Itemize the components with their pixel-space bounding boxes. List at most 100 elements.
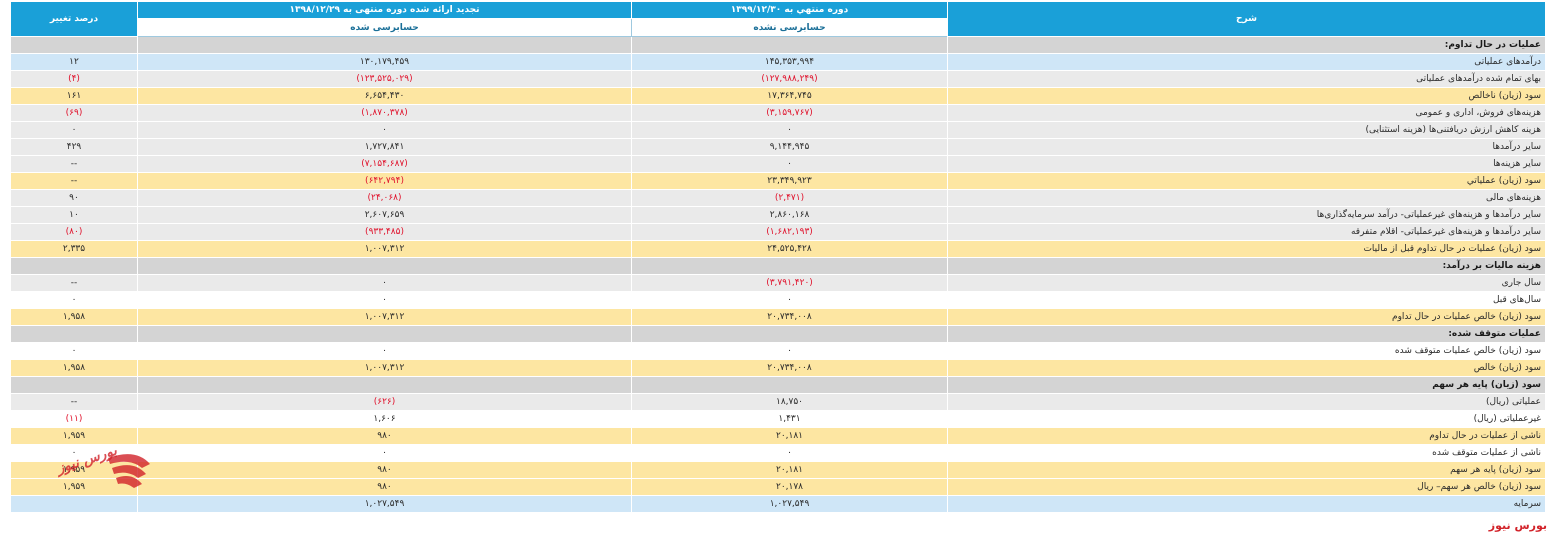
row-value-restated: ۶,۶۵۴,۴۳۰ bbox=[137, 87, 632, 105]
table-row: سود (زیان) خالص عملیات متوقف شده ۰ ۰ ۰ bbox=[10, 342, 1546, 360]
table-row: درآمدهای عملیاتی ۱۴۵,۳۵۳,۹۹۴ ۱۳۰,۱۷۹,۴۵۹ ۱۲ bbox=[10, 53, 1546, 71]
row-change-percent bbox=[10, 36, 138, 54]
table-row: عملیاتی (ریال) ۱۸,۷۵۰ (۶۲۶) -- bbox=[10, 393, 1546, 411]
row-value-restated: ۲,۶۰۷,۶۵۹ bbox=[137, 206, 632, 224]
row-value-restated: ۱,۶۰۶ bbox=[137, 410, 632, 428]
row-value-restated: ۰ bbox=[137, 342, 632, 360]
row-value-current: ۰ bbox=[631, 121, 948, 139]
header-description[interactable]: شرح bbox=[947, 1, 1546, 37]
row-value-restated: ۱,۰۰۷,۳۱۲ bbox=[137, 308, 632, 326]
table-row: ناشی از عملیات متوقف شده ۰ ۰ ۰ bbox=[10, 444, 1546, 462]
row-change-percent: -- bbox=[10, 274, 138, 292]
row-description: سایر درآمدها و هزینه‌های غیرعملیاتی- درآ… bbox=[947, 206, 1546, 224]
row-value-current: (۳,۱۵۹,۷۶۷) bbox=[631, 104, 948, 122]
header-period-restated[interactable]: تجدید ارائه شده دوره منتهی به ۱۳۹۸/۱۲/۲۹ bbox=[137, 1, 632, 19]
row-value-current: ۱۴۵,۳۵۳,۹۹۴ bbox=[631, 53, 948, 71]
row-change-percent: ۹۰ bbox=[10, 189, 138, 207]
row-description: سود (زیان) خالص عملیات متوقف شده bbox=[947, 342, 1546, 360]
row-change-percent: ۰ bbox=[10, 444, 138, 462]
row-change-percent: -- bbox=[10, 172, 138, 190]
row-description: سایر درآمدها bbox=[947, 138, 1546, 156]
row-value-restated: ۰ bbox=[137, 444, 632, 462]
row-value-restated: ۱,۰۲۷,۵۴۹ bbox=[137, 495, 632, 513]
row-change-percent: (۴) bbox=[10, 70, 138, 88]
row-description: سود (زیان) پایه هر سهم bbox=[947, 461, 1546, 479]
row-value-current: ۲۰,۷۳۴,۰۰۸ bbox=[631, 308, 948, 326]
row-description: غیرعملیاتی (ریال) bbox=[947, 410, 1546, 428]
table-row: سال جاری (۳,۷۹۱,۴۲۰) ۰ -- bbox=[10, 274, 1546, 292]
row-description: عملیات متوقف شده: bbox=[947, 325, 1546, 343]
row-value-restated bbox=[137, 376, 632, 394]
row-description: سال جاری bbox=[947, 274, 1546, 292]
row-value-restated: ۹۸۰ bbox=[137, 427, 632, 445]
row-description: سود (زیان) عملیاتي bbox=[947, 172, 1546, 190]
row-change-percent: ۱,۹۵۸ bbox=[10, 359, 138, 377]
income-statement-table: شرح دوره منتهي به ۱۳۹۹/۱۲/۳۰ تجدید ارائه… bbox=[10, 1, 1546, 513]
row-change-percent bbox=[10, 257, 138, 275]
table-row: ناشی از عملیات در حال تداوم ۲۰,۱۸۱ ۹۸۰ ۱,۹۵… bbox=[10, 427, 1546, 445]
row-description: سود (زیان) پایه هر سهم bbox=[947, 376, 1546, 394]
row-value-current bbox=[631, 36, 948, 54]
header-audit-current: حسابرسی نشده bbox=[631, 18, 948, 37]
row-description: بهای تمام شده درآمدهای عملیاتی bbox=[947, 70, 1546, 88]
table-row: سال‌های قبل ۰ ۰ ۰ bbox=[10, 291, 1546, 309]
row-value-restated: ۱,۰۰۷,۳۱۲ bbox=[137, 240, 632, 258]
row-change-percent: (۸۰) bbox=[10, 223, 138, 241]
row-value-restated: (۶۲۶) bbox=[137, 393, 632, 411]
table-row: سود (زیان) خالص ۲۰,۷۳۴,۰۰۸ ۱,۰۰۷,۳۱۲ ۱,۹۵۸ bbox=[10, 359, 1546, 377]
row-value-current: ۱,۴۳۱ bbox=[631, 410, 948, 428]
row-description: سود (زیان) خالص bbox=[947, 359, 1546, 377]
table-row: غیرعملیاتی (ریال) ۱,۴۳۱ ۱,۶۰۶ (۱۱) bbox=[10, 410, 1546, 428]
section-row: عملیات در حال تداوم: bbox=[10, 36, 1546, 54]
row-value-current: (۱,۶۸۲,۱۹۳) bbox=[631, 223, 948, 241]
row-value-restated: ۹۸۰ bbox=[137, 461, 632, 479]
row-description: عملیاتی (ریال) bbox=[947, 393, 1546, 411]
row-value-current: (۳,۷۹۱,۴۲۰) bbox=[631, 274, 948, 292]
row-value-current: ۰ bbox=[631, 155, 948, 173]
section-row: هزینه مالیات بر درآمد: bbox=[10, 257, 1546, 275]
brand-footer[interactable]: بورس نیوز bbox=[1488, 519, 1547, 532]
row-change-percent: ۱۲ bbox=[10, 53, 138, 71]
row-change-percent: (۶۹) bbox=[10, 104, 138, 122]
row-value-current: ۲۰,۱۸۱ bbox=[631, 427, 948, 445]
row-value-current bbox=[631, 325, 948, 343]
table-row: سود (زیان) ناخالص ۱۷,۳۶۴,۷۴۵ ۶,۶۵۴,۴۳۰ ۱۶۱ bbox=[10, 87, 1546, 105]
row-value-restated: ۱۳۰,۱۷۹,۴۵۹ bbox=[137, 53, 632, 71]
row-change-percent: (۱۱) bbox=[10, 410, 138, 428]
table-row: سایر درآمدها ۹,۱۴۴,۹۴۵ ۱,۷۲۷,۸۴۱ ۴۲۹ bbox=[10, 138, 1546, 156]
header-change-percent[interactable]: درصد تغییر bbox=[10, 1, 138, 37]
row-value-restated: (۷,۱۵۴,۶۸۷) bbox=[137, 155, 632, 173]
row-description: هزینه مالیات بر درآمد: bbox=[947, 257, 1546, 275]
table-body: عملیات در حال تداوم: درآمدهای عملیاتی ۱۴۵,… bbox=[10, 36, 1546, 513]
header-audit-restated: حسابرسی شده bbox=[137, 18, 632, 37]
row-value-current: ۱۸,۷۵۰ bbox=[631, 393, 948, 411]
row-description: سود (زیان) عملیات در حال تداوم قبل از ما… bbox=[947, 240, 1546, 258]
row-value-current: (۲,۴۷۱) bbox=[631, 189, 948, 207]
row-description: سال‌های قبل bbox=[947, 291, 1546, 309]
watermark-logo-icon bbox=[108, 454, 150, 488]
financial-statement: شرح دوره منتهي به ۱۳۹۹/۱۲/۳۰ تجدید ارائه… bbox=[10, 1, 1546, 513]
row-change-percent: ۱,۹۵۹ bbox=[10, 427, 138, 445]
row-value-restated: ۱,۰۰۷,۳۱۲ bbox=[137, 359, 632, 377]
row-value-restated: (۱,۸۷۰,۳۷۸) bbox=[137, 104, 632, 122]
header-period-current[interactable]: دوره منتهي به ۱۳۹۹/۱۲/۳۰ bbox=[631, 1, 948, 19]
table-row: بهای تمام شده درآمدهای عملیاتی (۱۲۷,۹۸۸,۲… bbox=[10, 70, 1546, 88]
section-row: عملیات متوقف شده: bbox=[10, 325, 1546, 343]
row-change-percent: ۲,۳۳۵ bbox=[10, 240, 138, 258]
row-value-current: (۱۲۷,۹۸۸,۲۴۹) bbox=[631, 70, 948, 88]
row-change-percent bbox=[10, 495, 138, 513]
row-value-restated bbox=[137, 325, 632, 343]
row-description: هزینه‌های مالی bbox=[947, 189, 1546, 207]
row-value-current: ۰ bbox=[631, 342, 948, 360]
row-description: سود (زیان) خالص هر سهم– ریال bbox=[947, 478, 1546, 496]
row-description: هزینه‌های فروش، اداری و عمومی bbox=[947, 104, 1546, 122]
row-description: سود (زیان) ناخالص bbox=[947, 87, 1546, 105]
table-row: سود (زیان) عملیات در حال تداوم قبل از ما… bbox=[10, 240, 1546, 258]
row-value-restated: (۶۴۲,۷۹۴) bbox=[137, 172, 632, 190]
row-value-current bbox=[631, 257, 948, 275]
table-row: سود (زیان) عملیاتي ۲۳,۳۴۹,۹۲۳ (۶۴۲,۷۹۴) -- bbox=[10, 172, 1546, 190]
row-description: ناشی از عملیات در حال تداوم bbox=[947, 427, 1546, 445]
row-description: سود (زیان) خالص عملیات در حال تداوم bbox=[947, 308, 1546, 326]
row-value-restated: (۲۴,۰۶۸) bbox=[137, 189, 632, 207]
table-row: سایر هزینه‌ها ۰ (۷,۱۵۴,۶۸۷) -- bbox=[10, 155, 1546, 173]
